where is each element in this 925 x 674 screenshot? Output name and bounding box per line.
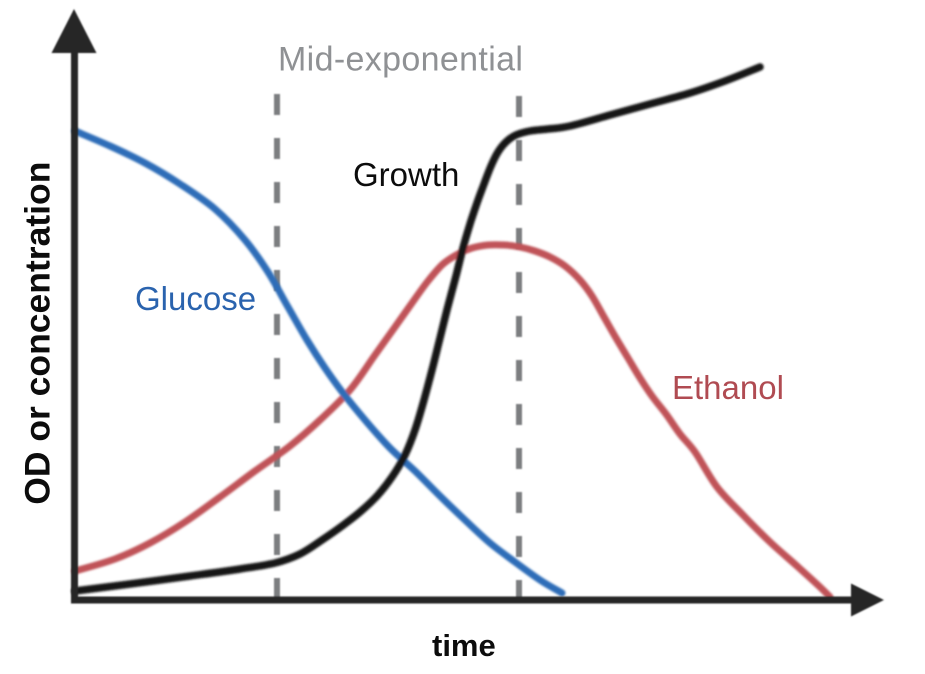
svg-text:Mid-exponential: Mid-exponential [278, 41, 523, 79]
svg-text:OD or concentration: OD or concentration [18, 162, 58, 505]
svg-text:Glucose: Glucose [135, 280, 256, 317]
svg-text:Growth: Growth [353, 156, 459, 193]
svg-text:Ethanol: Ethanol [672, 369, 784, 406]
svg-text:time: time [432, 628, 496, 663]
